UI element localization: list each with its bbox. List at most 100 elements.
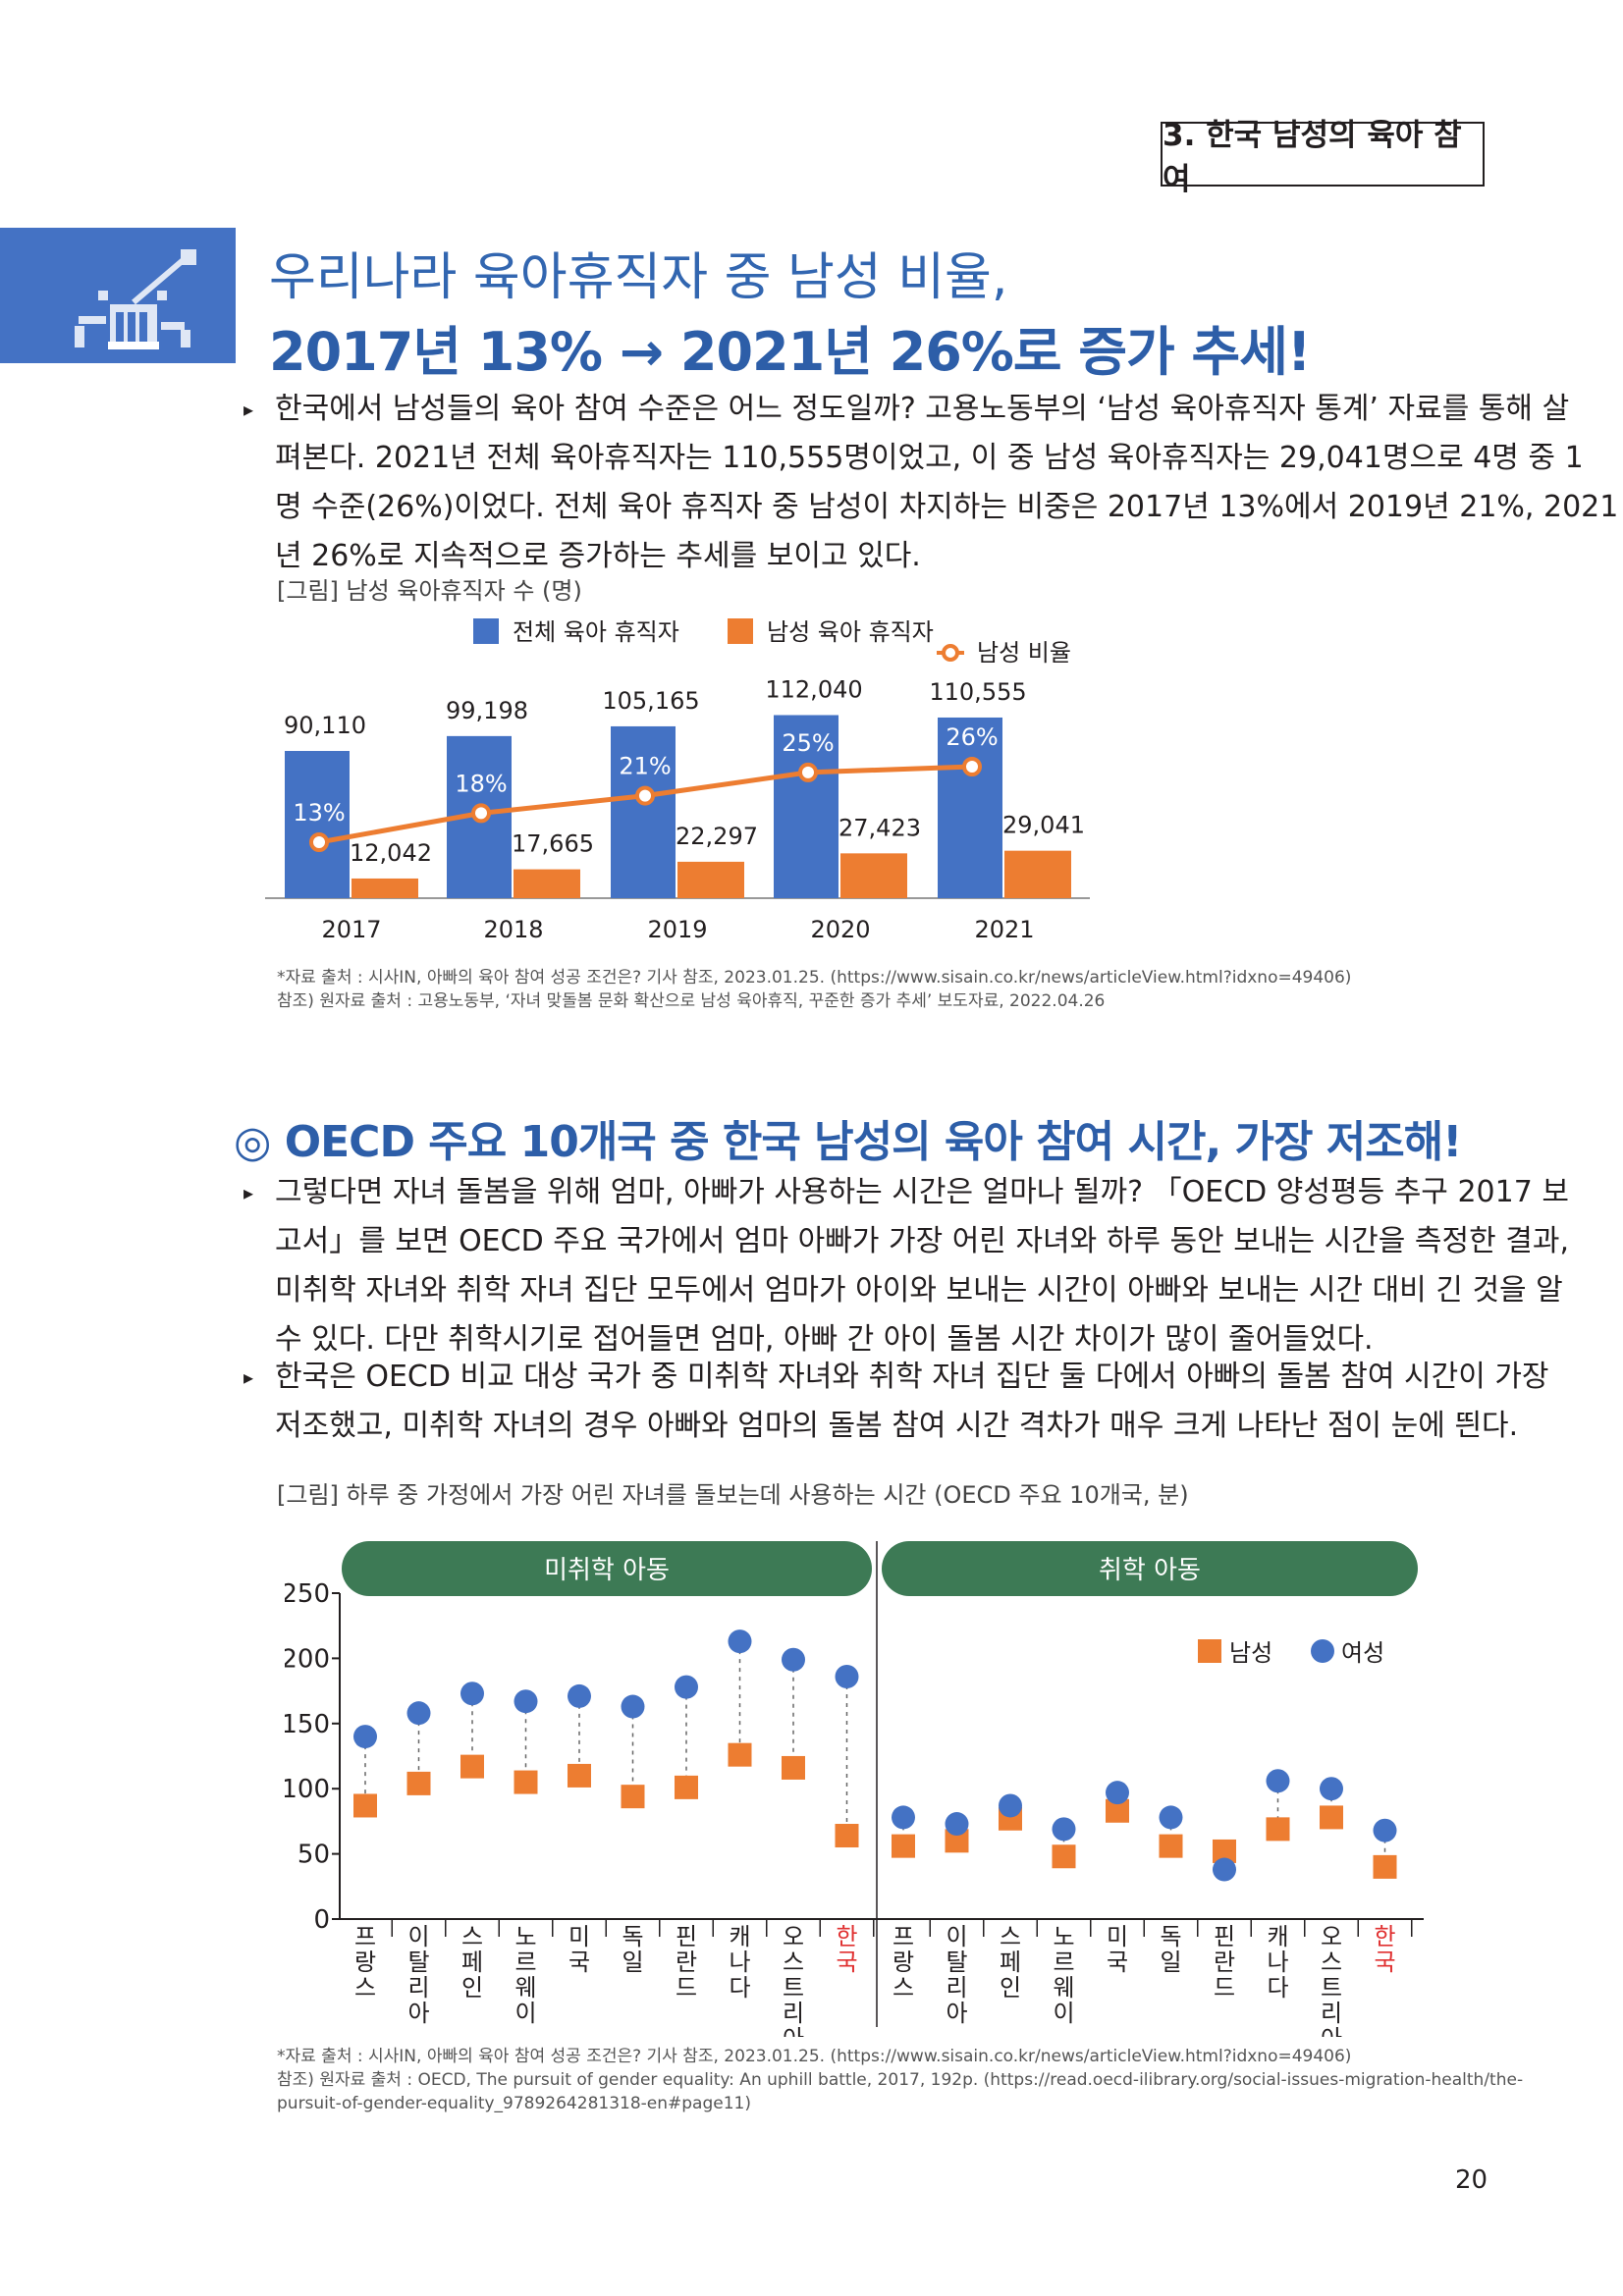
x-tick-label: 노 [514, 1923, 536, 1950]
point-male [1159, 1834, 1183, 1858]
paragraph-line: 그렇다면 자녀 돌봄을 위해 엄마, 아빠가 사용하는 시간은 얼마나 될까? … [275, 1175, 1569, 1209]
point-male [621, 1785, 645, 1809]
x-tick-label: 이 [1053, 2000, 1074, 2027]
point-female [406, 1701, 431, 1726]
x-tick-label: 다 [1267, 1974, 1288, 2002]
legend-swatch-total [473, 618, 499, 644]
x-tick-label: 스 [893, 1974, 914, 2002]
source-line: 참조) 원자료 출처 : OECD, The pursuit of gender… [277, 2070, 1524, 2090]
y-tick-label: 0 [313, 1905, 330, 1935]
source-line: pursuit-of-gender-equality_9789264281318… [277, 2094, 751, 2113]
x-tick-label: 탈 [946, 1949, 967, 1976]
x-tick-label: 국 [1374, 1949, 1395, 1976]
x-tick-label: 페 [461, 1949, 483, 1976]
x-tick-label: 란 [1214, 1949, 1235, 1976]
bullet-arrow-icon: ▸ [243, 398, 254, 421]
legend-marker-ratio [942, 644, 959, 662]
headline-line2: 2017년 13% → 2021년 26%로 증가 추세! [269, 321, 1312, 383]
x-tick-label: 독 [1160, 1923, 1181, 1950]
point-female [1213, 1857, 1236, 1882]
ratio-marker [471, 803, 491, 824]
x-tick-label: 탈 [407, 1949, 429, 1976]
paragraph-line: 년 26%로 지속적으로 증가하는 추세를 보이고 있다. [275, 539, 921, 573]
y-tick-label: 200 [285, 1644, 330, 1674]
x-tick-label: 르 [1053, 1949, 1074, 1976]
x-tick-label: 2020 [810, 916, 870, 943]
x-tick-label: 나 [729, 1949, 750, 1976]
bar-male [840, 853, 907, 898]
legend-label-male: 남성 육아 휴직자 [767, 618, 934, 646]
x-tick-label: 랑 [354, 1949, 376, 1976]
paragraph-line: 수 있다. 다만 취학시기로 접어들면 엄마, 아빠 간 아이 돌봄 시간 차이… [275, 1322, 1374, 1357]
data-label-total: 99,198 [446, 697, 528, 724]
x-tick-label: 드 [676, 1974, 697, 2002]
legend-label-total: 전체 육아 휴직자 [513, 618, 679, 646]
ratio-marker [962, 757, 982, 776]
data-label-total: 112,040 [765, 675, 862, 703]
point-female [1266, 1769, 1290, 1793]
point-female [945, 1812, 969, 1837]
section-tag: 3. 한국 남성의 육아 참여 [1161, 118, 1485, 197]
ratio-label: 18% [455, 770, 507, 797]
x-tick-label: 2019 [647, 916, 707, 943]
paragraph-line: 한국은 OECD 비교 대상 국가 중 미취학 자녀와 취학 자녀 집단 둘 다… [275, 1360, 1549, 1394]
group-label-school: 취학 아동 [1099, 1556, 1201, 1585]
section-headline-2: ◎ OECD 주요 10개국 중 한국 남성의 육아 참여 시간, 가장 저조해… [234, 1117, 1462, 1167]
x-tick-label: 트 [1321, 1974, 1342, 2002]
paragraph-line: 미취학 자녀와 취학 자녀 집단 모두에서 엄마가 아이와 보내는 시간이 아빠… [275, 1273, 1563, 1308]
x-tick-label: 아 [1321, 2025, 1342, 2037]
point-male [514, 1770, 538, 1794]
point-female [621, 1694, 645, 1719]
x-tick-label: 프 [354, 1923, 376, 1950]
ratio-label: 26% [946, 723, 998, 751]
x-tick-label: 나 [1267, 1949, 1288, 1976]
ratio-marker [635, 785, 655, 806]
y-tick-label: 150 [285, 1710, 330, 1739]
group-header-school [882, 1541, 1418, 1596]
point-male [406, 1771, 431, 1795]
data-label-male: 17,665 [512, 830, 594, 858]
section-header-icon [0, 228, 236, 363]
x-tick-label: 캐 [729, 1923, 750, 1950]
bar-total [774, 715, 839, 898]
source-line: *자료 출처 : 시사IN, 아빠의 육아 참여 성공 조건은? 기사 참조, … [277, 968, 1352, 988]
ratio-marker [798, 762, 818, 782]
point-female [1320, 1777, 1343, 1801]
ratio-label: 21% [619, 753, 671, 780]
data-label-total: 110,555 [929, 678, 1026, 706]
group-header-preschool [342, 1541, 872, 1596]
bar-male [514, 869, 580, 898]
x-tick-label: 일 [1160, 1949, 1181, 1976]
x-tick-label: 인 [461, 1974, 483, 2002]
y-tick-label: 50 [298, 1841, 330, 1870]
point-male [892, 1834, 915, 1858]
ratio-label: 13% [293, 799, 345, 827]
paragraph-line: 한국에서 남성들의 육아 참여 수준은 어느 정도일까? 고용노동부의 ‘남성 … [275, 392, 1570, 426]
point-male [675, 1775, 698, 1799]
legend-swatch-male [1198, 1639, 1221, 1663]
point-female [1052, 1817, 1076, 1842]
point-male [835, 1824, 859, 1848]
x-tick-label: 리 [783, 2000, 804, 2027]
data-label-male: 27,423 [839, 814, 921, 841]
source-line: 참조) 원자료 출처 : 고용노동부, ‘자녀 맞돌봄 문화 확산으로 남성 육… [277, 991, 1106, 1011]
x-tick-label: 란 [676, 1949, 697, 1976]
bar-male [352, 878, 418, 898]
x-tick-label: 다 [729, 1974, 750, 2002]
data-label-male: 12,042 [350, 839, 432, 867]
x-tick-label: 2021 [974, 916, 1034, 943]
paragraph-3: ▸ 한국은 OECD 비교 대상 국가 중 미취학 자녀와 취학 자녀 집단 둘… [243, 1353, 1549, 1451]
point-male [568, 1763, 591, 1788]
point-male [353, 1793, 377, 1818]
x-tick-label: 프 [893, 1923, 914, 1950]
legend-label-ratio: 남성 비율 [977, 639, 1071, 667]
data-label-male: 29,041 [1002, 812, 1085, 839]
x-tick-label: 인 [1000, 1974, 1021, 2002]
point-male [460, 1754, 484, 1779]
x-tick-label: 핀 [1214, 1923, 1235, 1950]
x-tick-label: 르 [514, 1949, 536, 1976]
x-tick-label: 오 [783, 1923, 804, 1950]
x-tick-label: 웨 [514, 1974, 536, 2002]
point-female [675, 1675, 698, 1699]
